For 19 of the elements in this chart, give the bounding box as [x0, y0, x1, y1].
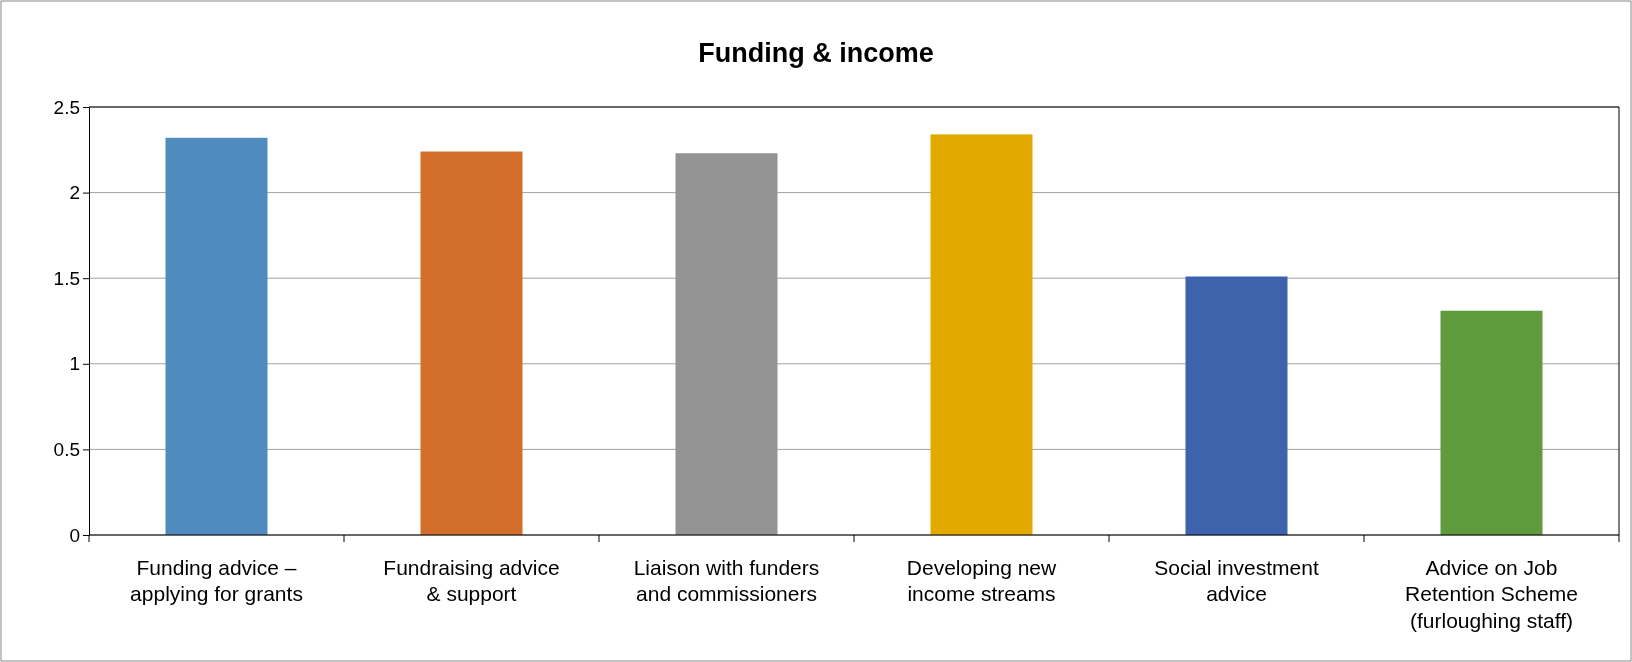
- y-tick-label: 1: [69, 353, 80, 375]
- x-tick-label: Funding advice – applying for grants: [130, 556, 303, 606]
- y-tick-label: 1.5: [53, 267, 80, 289]
- chart-title: Funding & income: [698, 38, 934, 68]
- bar: [1185, 276, 1288, 535]
- bar: [930, 134, 1033, 535]
- bar: [675, 153, 778, 535]
- x-tick-label: Advice on Job Retention Scheme (furloughing staff): [1405, 556, 1578, 632]
- bar: [420, 151, 523, 535]
- x-tick-label: Social investment advice: [1154, 556, 1319, 606]
- y-tick-label: 0: [69, 524, 80, 546]
- y-tick-label: 0.5: [53, 438, 80, 460]
- bar: [165, 137, 268, 535]
- x-tick-label: Fundraising advice & support: [383, 556, 560, 606]
- x-tick-label: Developing new income streams: [906, 556, 1058, 606]
- y-tick-label: 2: [69, 182, 80, 204]
- y-tick-label: 2.5: [53, 96, 80, 118]
- bar: [1440, 310, 1543, 535]
- x-tick-label: Liaison with funders and commissioners: [633, 556, 820, 606]
